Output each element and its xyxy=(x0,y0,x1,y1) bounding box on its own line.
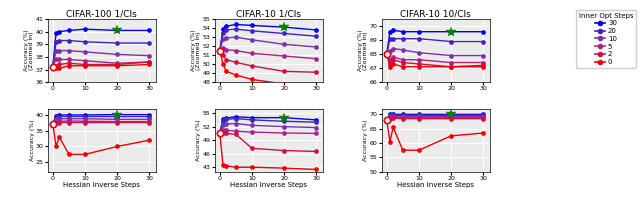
Y-axis label: Accuracy (%): Accuracy (%) xyxy=(364,119,369,161)
Y-axis label: Accuracy (%)
(Zoomed in): Accuracy (%) (Zoomed in) xyxy=(191,30,202,71)
Title: CIFAR-100 1/Cls: CIFAR-100 1/Cls xyxy=(67,9,137,18)
Y-axis label: Accuracy (%): Accuracy (%) xyxy=(196,119,202,161)
Y-axis label: Accuracy (%): Accuracy (%) xyxy=(29,119,35,161)
Legend: 30, 20, 10, 5, 2, 0: 30, 20, 10, 5, 2, 0 xyxy=(576,10,636,68)
Y-axis label: Accuracy (%)
(Zoomed in): Accuracy (%) (Zoomed in) xyxy=(358,30,369,71)
Y-axis label: Accuracy (%)
(Zoomed in): Accuracy (%) (Zoomed in) xyxy=(24,30,35,71)
X-axis label: Hessian Inverse Steps: Hessian Inverse Steps xyxy=(230,182,307,188)
Title: CIFAR-10 10/Cls: CIFAR-10 10/Cls xyxy=(401,9,471,18)
X-axis label: Hessian Inverse Steps: Hessian Inverse Steps xyxy=(63,182,140,188)
X-axis label: Hessian Inverse Steps: Hessian Inverse Steps xyxy=(397,182,474,188)
Title: CIFAR-10 1/Cls: CIFAR-10 1/Cls xyxy=(236,9,301,18)
